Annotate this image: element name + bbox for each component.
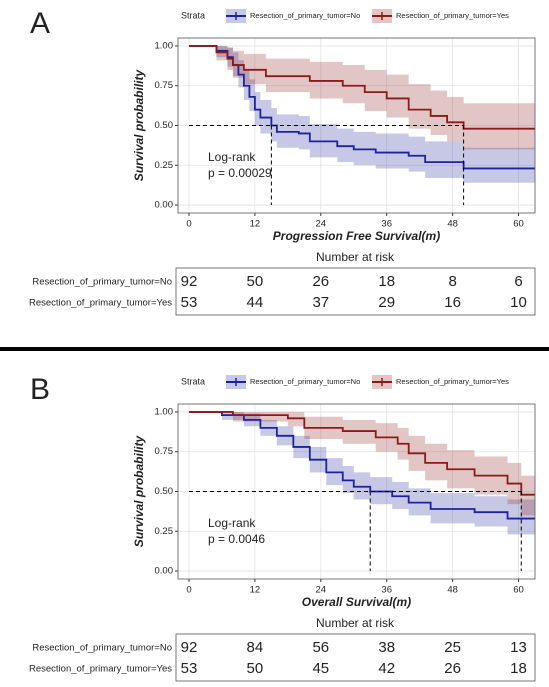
legend-label: Resection_of_primary_tumor=Yes (396, 11, 509, 20)
confidence-band (188, 411, 535, 535)
risk-count: 84 (247, 639, 264, 656)
y-tick-label: 0.75 (155, 446, 174, 457)
x-tick-label: 12 (250, 585, 261, 596)
risk-count: 92 (181, 639, 198, 656)
y-tick-label: 0.00 (155, 200, 174, 211)
risk-row-label: Resection_of_primary_tumor=No (32, 277, 172, 288)
legend-title: Strata (181, 10, 205, 20)
y-axis-label: Survival probability (132, 68, 146, 181)
risk-count: 6 (514, 273, 522, 290)
risk-count: 18 (378, 273, 395, 290)
legend-title: Strata (181, 376, 205, 386)
survival-curve (188, 411, 535, 520)
x-tick-label: 48 (447, 585, 458, 596)
plot-border (177, 37, 536, 214)
x-tick-label: 12 (250, 219, 261, 230)
legend-label: Resection_of_primary_tumor=No (250, 11, 360, 20)
risk-row-label: Resection_of_primary_tumor=Yes (29, 298, 172, 309)
risk-count: 92 (181, 273, 198, 290)
risk-count: 53 (181, 294, 198, 311)
risk-count: 18 (510, 660, 527, 677)
x-tick-label: 60 (513, 585, 524, 596)
risk-count: 45 (312, 660, 329, 677)
y-tick-label: 0.50 (155, 120, 174, 131)
panel-label: B (30, 373, 50, 406)
risk-table-title: Number at risk (316, 616, 395, 630)
risk-row-label: Resection_of_primary_tumor=No (32, 643, 172, 654)
risk-count: 50 (247, 660, 264, 677)
risk-count: 8 (448, 273, 456, 290)
y-tick-label: 0.50 (155, 486, 174, 497)
y-tick-label: 1.00 (155, 40, 174, 51)
plot-border (177, 403, 536, 580)
risk-count: 13 (510, 639, 527, 656)
x-tick-label: 24 (316, 219, 327, 230)
risk-table-border (175, 267, 536, 316)
risk-table-title: Number at risk (316, 250, 395, 264)
y-tick-label: 0.25 (155, 160, 174, 171)
panel-separator (0, 347, 549, 351)
legend-label: Resection_of_primary_tumor=No (250, 377, 360, 386)
annotation: Log-rank (208, 150, 256, 164)
risk-count: 10 (510, 294, 527, 311)
x-axis-label: Overall Survival(m) (302, 595, 411, 609)
risk-count: 37 (312, 294, 329, 311)
risk-table-border (175, 633, 536, 682)
annotation: p = 0.00029 (208, 166, 272, 180)
risk-count: 42 (378, 660, 395, 677)
y-tick-label: 0.75 (155, 80, 174, 91)
risk-count: 53 (181, 660, 198, 677)
x-tick-label: 24 (316, 585, 327, 596)
panel-label: A (30, 7, 50, 40)
y-axis-label: Survival probability (132, 434, 146, 547)
confidence-band (188, 45, 535, 183)
risk-count: 26 (312, 273, 329, 290)
y-tick-label: 0.25 (155, 526, 174, 537)
x-axis-label: Progression Free Survival(m) (273, 229, 440, 243)
confidence-band (188, 45, 535, 150)
y-tick-label: 0.00 (155, 566, 174, 577)
survival-curve (188, 45, 535, 130)
x-tick-label: 48 (447, 219, 458, 230)
x-tick-label: 0 (186, 585, 191, 596)
legend-label: Resection_of_primary_tumor=Yes (396, 377, 509, 386)
annotation: p = 0.0046 (208, 532, 265, 546)
survival-curve (188, 411, 535, 496)
risk-count: 29 (378, 294, 395, 311)
risk-count: 44 (247, 294, 264, 311)
risk-count: 26 (444, 660, 461, 677)
risk-count: 16 (444, 294, 461, 311)
y-tick-label: 1.00 (155, 406, 174, 417)
x-tick-label: 60 (513, 219, 524, 230)
confidence-band (188, 411, 535, 516)
risk-count: 38 (378, 639, 395, 656)
x-tick-label: 36 (381, 585, 392, 596)
x-tick-label: 36 (381, 219, 392, 230)
risk-count: 56 (312, 639, 329, 656)
x-tick-label: 0 (186, 219, 191, 230)
risk-count: 50 (247, 273, 264, 290)
annotation: Log-rank (208, 516, 256, 530)
risk-row-label: Resection_of_primary_tumor=Yes (29, 664, 172, 675)
risk-count: 25 (444, 639, 461, 656)
